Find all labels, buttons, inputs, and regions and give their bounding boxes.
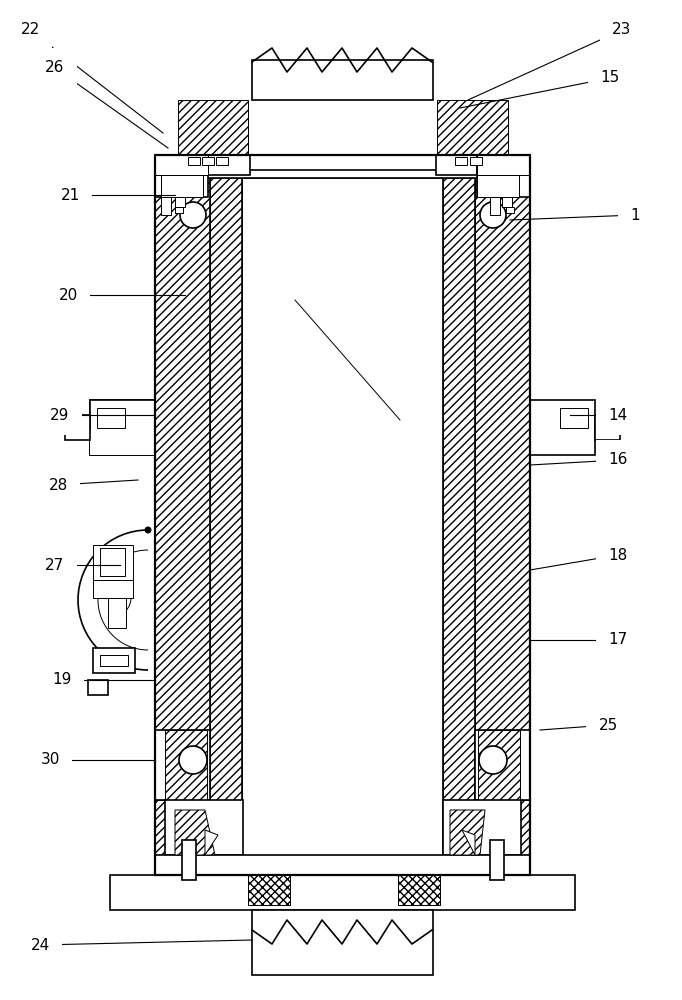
Bar [182, 840, 196, 880]
Bar [188, 157, 200, 165]
Bar [100, 655, 128, 666]
Polygon shape [450, 810, 485, 855]
Polygon shape [178, 100, 248, 175]
Bar [108, 598, 126, 628]
Bar [155, 155, 208, 197]
Bar [216, 157, 228, 165]
Text: 14: 14 [608, 408, 627, 422]
Polygon shape [155, 800, 210, 855]
Bar [455, 157, 467, 165]
Bar [252, 910, 433, 975]
Polygon shape [210, 175, 242, 855]
Bar [178, 155, 208, 175]
Polygon shape [437, 100, 508, 175]
Bar [178, 155, 250, 175]
Bar [490, 840, 504, 880]
Polygon shape [175, 810, 215, 855]
Bar [100, 548, 125, 576]
Bar [202, 157, 214, 165]
Bar [90, 430, 155, 455]
Bar [161, 197, 171, 215]
Text: 16: 16 [608, 452, 627, 468]
Circle shape [179, 746, 207, 774]
Text: 26: 26 [45, 60, 65, 76]
Bar [443, 800, 521, 855]
Text: 22: 22 [20, 22, 40, 37]
Bar [470, 157, 482, 165]
Bar [155, 155, 530, 875]
Bar [595, 415, 620, 440]
Bar [436, 155, 508, 175]
Bar [475, 730, 530, 800]
Bar [165, 800, 243, 855]
Bar [252, 60, 433, 100]
Bar [502, 197, 512, 207]
Polygon shape [475, 155, 530, 875]
Polygon shape [462, 830, 475, 855]
Text: 21: 21 [61, 188, 80, 202]
Polygon shape [155, 155, 210, 875]
Polygon shape [205, 830, 218, 855]
Bar [155, 730, 210, 800]
Bar [65, 415, 90, 440]
Bar [530, 400, 595, 455]
Bar [178, 170, 507, 178]
Polygon shape [398, 875, 440, 905]
Polygon shape [443, 175, 475, 855]
Text: 30: 30 [40, 752, 60, 768]
Text: 29: 29 [50, 408, 70, 422]
Bar [93, 648, 135, 673]
Text: 17: 17 [608, 633, 627, 648]
Bar [477, 155, 530, 197]
Circle shape [480, 202, 506, 228]
Circle shape [479, 746, 507, 774]
Bar [560, 408, 588, 428]
Text: 1: 1 [630, 208, 640, 223]
Bar [93, 545, 133, 580]
Bar [155, 855, 530, 875]
Text: 23: 23 [612, 22, 632, 37]
Text: 24: 24 [31, 938, 50, 952]
Bar [155, 155, 208, 175]
Bar [175, 207, 183, 213]
Bar [490, 197, 500, 215]
Bar [242, 175, 443, 855]
Polygon shape [478, 730, 520, 800]
Text: 20: 20 [59, 288, 78, 302]
Bar [110, 875, 575, 910]
Text: 27: 27 [46, 558, 65, 572]
Bar [506, 207, 514, 213]
Text: 18: 18 [608, 548, 627, 562]
Circle shape [180, 202, 206, 228]
Polygon shape [475, 800, 530, 855]
Polygon shape [165, 730, 207, 800]
Text: 25: 25 [598, 718, 618, 732]
Polygon shape [248, 875, 290, 905]
Bar [90, 400, 155, 455]
Text: 28: 28 [48, 478, 68, 492]
Circle shape [145, 527, 151, 533]
Bar [477, 175, 519, 197]
Bar [88, 680, 108, 695]
Bar [97, 408, 125, 428]
Bar [175, 197, 185, 207]
Text: 19: 19 [53, 672, 72, 688]
Bar [93, 580, 133, 598]
Bar [477, 155, 530, 175]
Bar [161, 175, 203, 197]
Text: 15: 15 [600, 70, 620, 86]
Bar [476, 155, 506, 175]
